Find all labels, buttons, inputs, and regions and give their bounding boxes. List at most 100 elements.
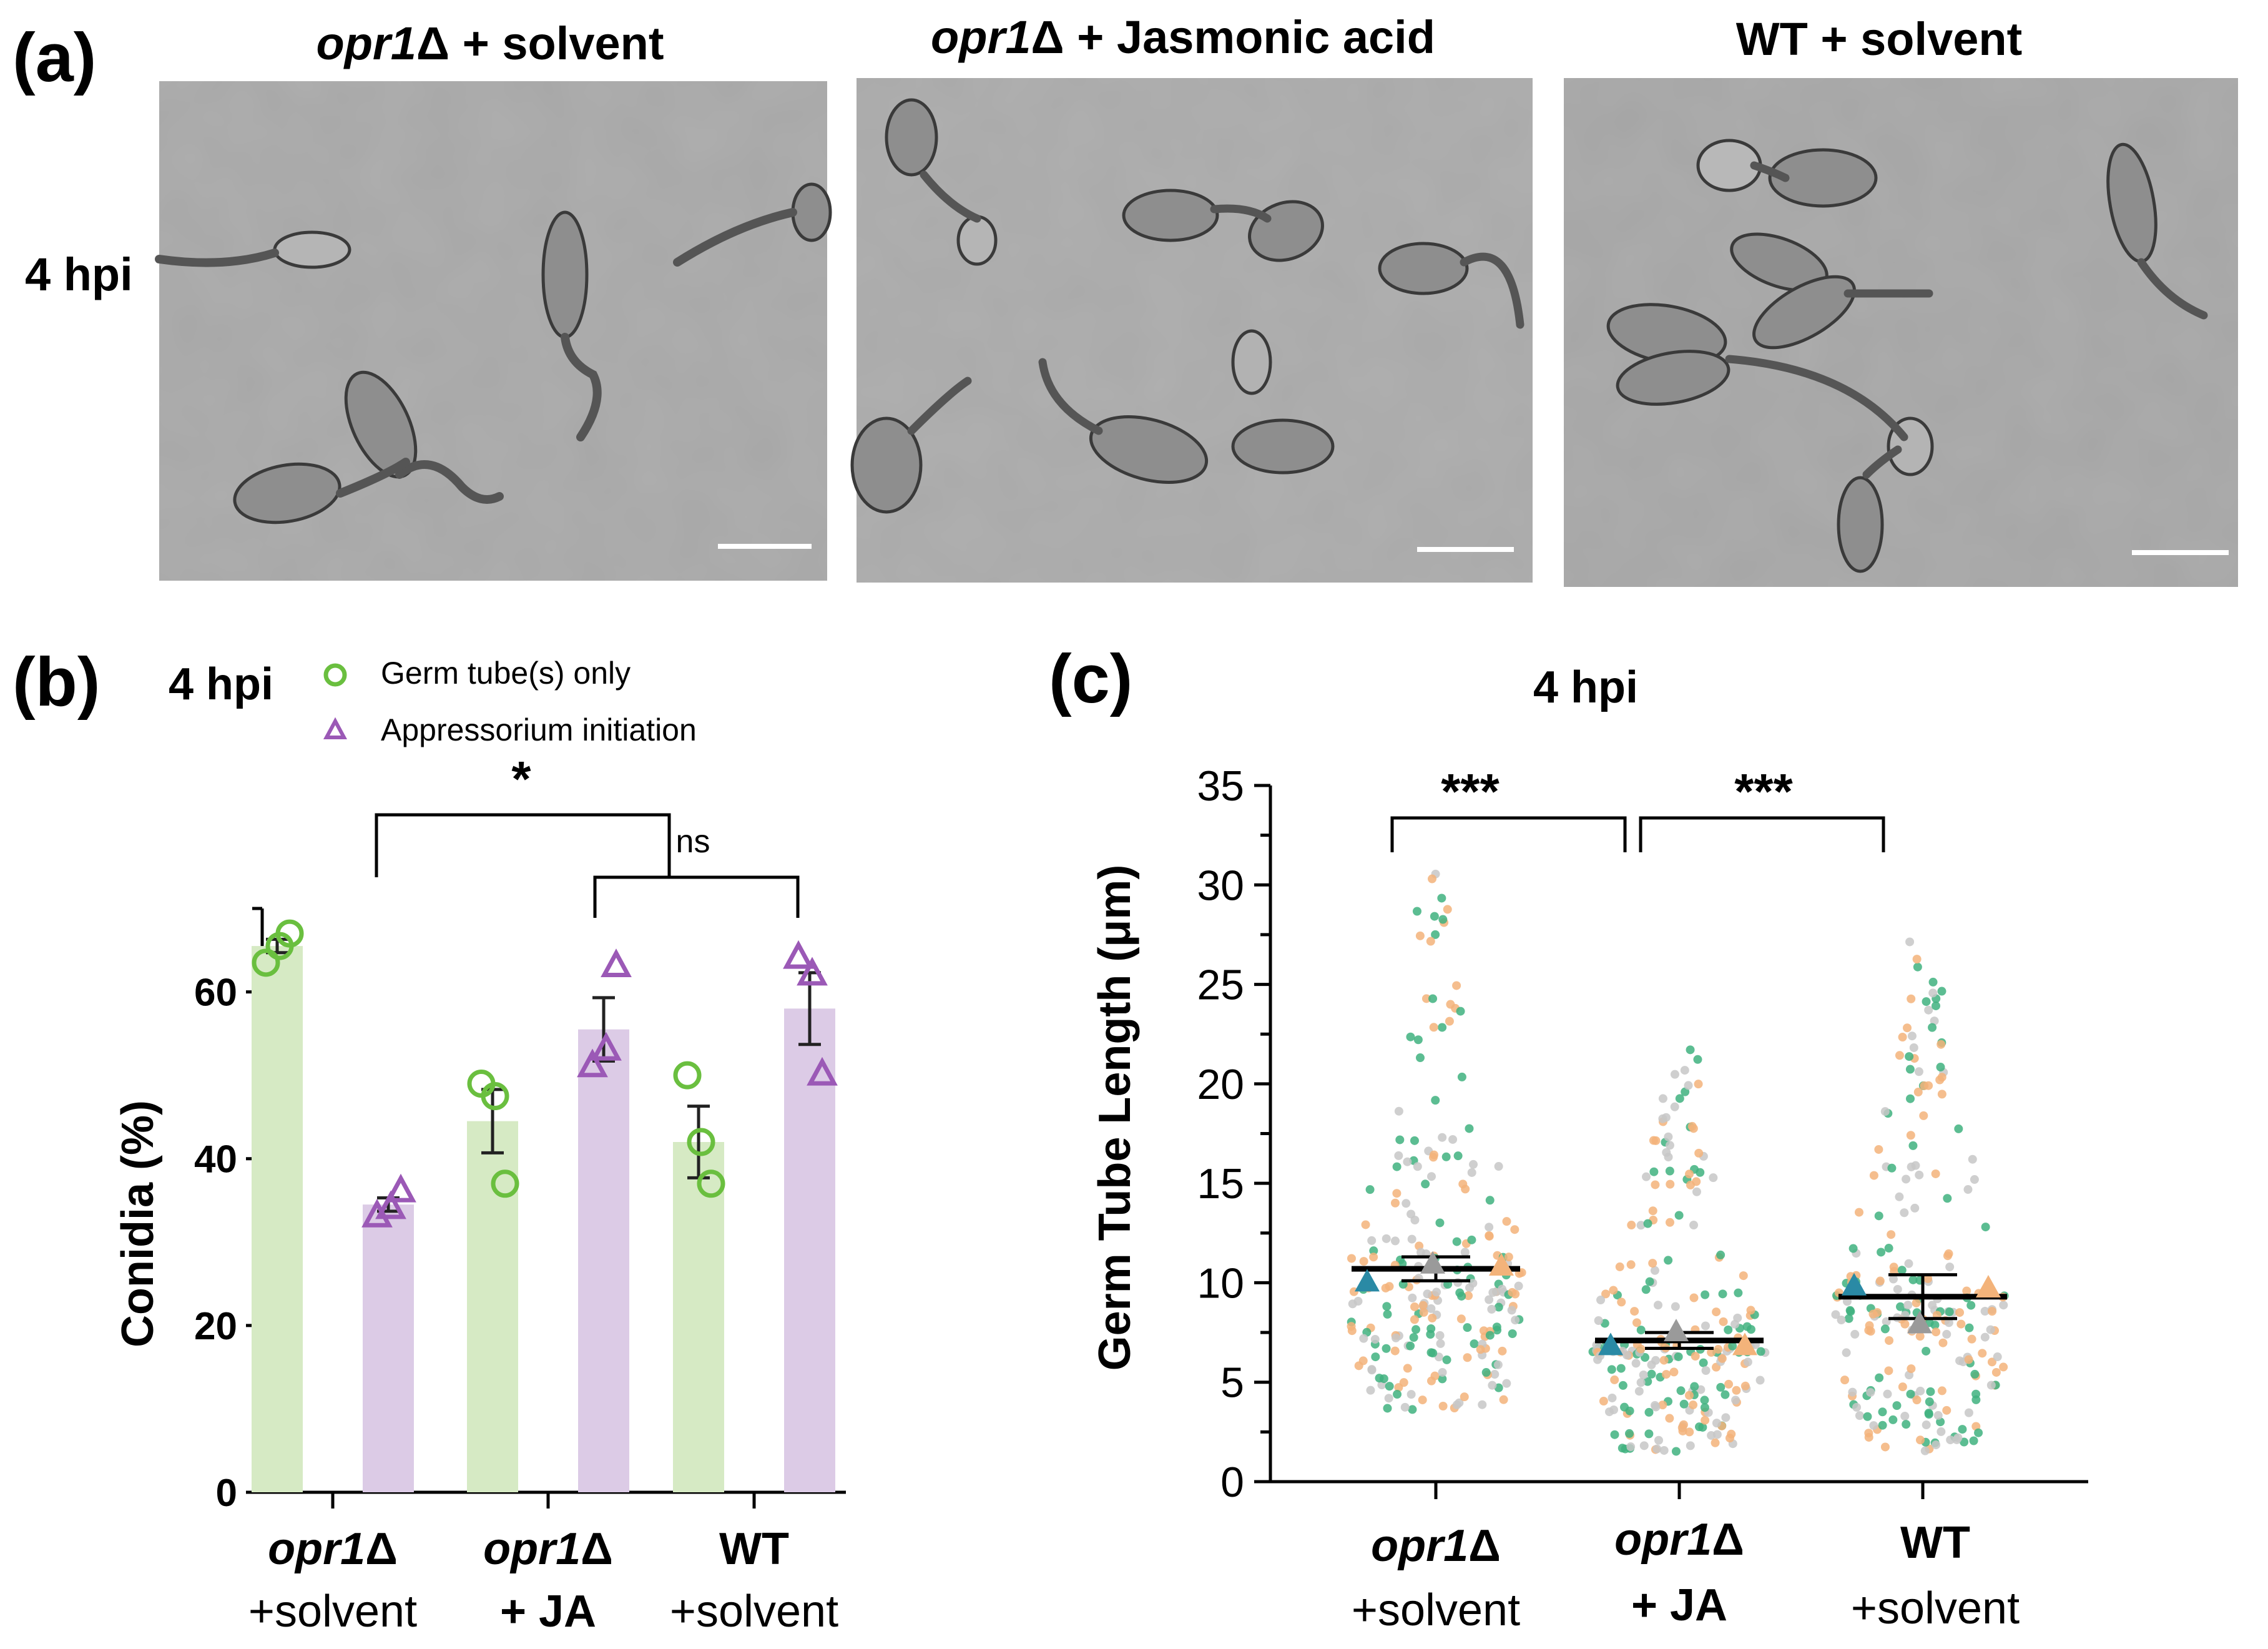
data-point [1599,1397,1608,1406]
y-tick-label: 20 [194,1305,237,1348]
data-point [1367,1366,1377,1375]
data-point [1406,1032,1415,1041]
point-appressorium [783,940,814,969]
data-point [1987,1357,1996,1367]
data-point [1502,1217,1511,1226]
data-point [1390,1236,1400,1246]
data-point [1347,1254,1356,1263]
data-point [1409,1332,1418,1342]
data-point [1884,1366,1893,1376]
data-point [1485,1196,1495,1205]
data-point [1711,1438,1720,1447]
data-point [1724,1325,1733,1334]
data-point [1937,1386,1946,1395]
point-appressorium [797,957,828,986]
data-point [1379,1374,1388,1384]
data-point [1467,1235,1476,1244]
data-point [1670,1070,1679,1079]
data-point [1430,912,1439,921]
data-point [1689,1400,1698,1410]
significance-c [1390,816,1885,852]
data-point [1626,1442,1636,1452]
data-point [1910,1203,1920,1213]
data-point [1618,1381,1627,1390]
data-point [1618,1444,1627,1453]
data-point [1651,1400,1660,1410]
data-point [1432,1287,1441,1297]
data-point [1457,1072,1466,1081]
data-point [1875,1276,1885,1286]
data-point [1431,930,1440,939]
data-point [1896,1302,1905,1311]
data-point [1665,1218,1674,1227]
data-point [1463,1353,1472,1362]
data-point [1942,1405,1951,1415]
data-point [1877,1248,1886,1257]
replicate-mean [1598,1332,1623,1356]
data-point [1674,1211,1684,1220]
data-point [1415,931,1425,940]
data-point [1724,1379,1734,1389]
data-point [1848,1244,1858,1253]
data-point [1369,1246,1378,1256]
data-point [1716,1250,1726,1259]
data-point [1393,1390,1402,1399]
bar-appressorium [363,1204,414,1492]
data-point [1464,1291,1473,1301]
data-point [1392,1162,1402,1171]
data-point [1651,1136,1661,1145]
data-point [1641,1285,1651,1294]
data-point [1944,1318,1953,1327]
data-point [1662,1370,1671,1379]
data-point [1658,1094,1667,1103]
data-point [1932,1327,1941,1337]
row-label: 4 hpi [25,249,133,300]
data-point [1617,1297,1626,1307]
data-point [1699,1358,1708,1367]
data-point [1610,1375,1619,1384]
data-point [1938,1338,1948,1347]
data-point [1435,1331,1445,1340]
data-point [1898,1032,1907,1041]
data-point [1382,1344,1391,1353]
data-point [1958,1425,1967,1434]
data-point [1943,1194,1952,1203]
data-point [1908,1141,1918,1150]
data-point [1700,1403,1709,1412]
point-germ-tube [697,1169,725,1198]
data-point [1609,1405,1619,1414]
data-point [1408,1293,1417,1302]
data-point [1456,1314,1466,1324]
data-point [1421,994,1431,1003]
data-point [1402,1199,1411,1208]
data-point [1915,1170,1924,1179]
data-point [1415,1053,1425,1063]
data-point [1429,1023,1438,1032]
y-tick-label: 20 [1197,1061,1244,1108]
data-point [1665,1166,1674,1176]
data-point [1981,1223,1990,1232]
data-point [1956,1319,1966,1329]
data-point [1354,1361,1363,1371]
data-point [1627,1221,1636,1230]
data-point [1880,1324,1890,1334]
point-appressorium [601,948,632,977]
data-point [1403,1157,1412,1166]
data-point [1900,1319,1910,1329]
data-point [1875,1373,1884,1382]
data-point [1928,977,1938,987]
data-point [1915,1332,1925,1341]
data-point [1717,1354,1727,1363]
data-point [1966,1301,1976,1310]
data-point [1980,1306,1990,1316]
data-point [1679,1420,1688,1429]
data-point [1707,1430,1716,1440]
data-point [1919,1111,1928,1120]
data-point [1991,1367,2001,1377]
data-point [1971,1395,1981,1404]
data-point [1665,1141,1674,1150]
data-point [1392,1189,1402,1198]
data-point [1488,1381,1497,1390]
data-point [1895,1051,1904,1060]
data-point [1746,1306,1755,1315]
